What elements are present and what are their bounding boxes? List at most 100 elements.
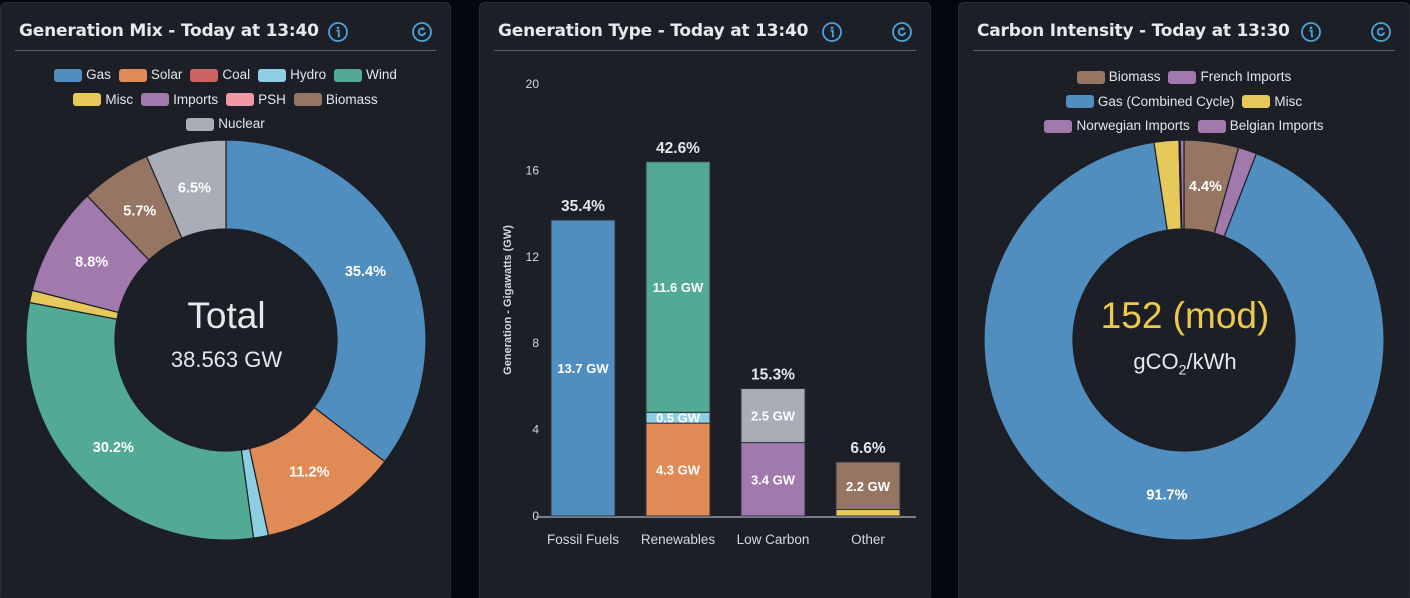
refresh-icon[interactable] bbox=[1370, 21, 1392, 43]
info-icon[interactable] bbox=[327, 21, 349, 43]
legend-label: Belgian Imports bbox=[1229, 118, 1324, 133]
panel-title: Carbon Intensity - Today at 13:30 bbox=[977, 21, 1290, 41]
y-tick-8: 8 bbox=[532, 336, 539, 350]
legend-item-psh[interactable]: PSH bbox=[226, 89, 286, 111]
y-tick-20: 20 bbox=[526, 77, 540, 91]
generation-type-bar-chart: 0 4 8 12 16 20 Generation - Gigawatts (GW) 13.7… bbox=[502, 77, 916, 547]
legend-item-biomass[interactable]: Biomass bbox=[1076, 66, 1161, 88]
info-icon[interactable] bbox=[1300, 21, 1322, 43]
generation-type-panel: Generation Type - Today at 13:40 0 4 8 12 16… bbox=[479, 2, 931, 598]
legend-label: Gas (Combined Cycle) bbox=[1097, 93, 1235, 109]
unit-suffix: /kWh bbox=[1186, 349, 1237, 374]
donut-slice-gas-combined-cycle[interactable] bbox=[983, 141, 1385, 541]
slice-label-solar: 11.2% bbox=[289, 464, 329, 480]
donut-slice-wind[interactable] bbox=[25, 301, 255, 541]
slice-label-biomass: 4.4% bbox=[1189, 179, 1222, 195]
panel-title: Generation Mix - Today at 13:40 bbox=[19, 21, 319, 41]
legend-label: Norwegian Imports bbox=[1076, 118, 1190, 133]
carbon-intensity-number: 152 (mod) bbox=[1100, 295, 1270, 336]
legend-label: Imports bbox=[173, 91, 219, 107]
legend-swatch bbox=[258, 68, 287, 82]
legend-row: Norwegian Imports Belgian Imports bbox=[959, 115, 1409, 140]
bar-total-pct-renewables: 42.6% bbox=[656, 140, 700, 157]
slice-label-gas-combined-cycle: 91.7% bbox=[1146, 488, 1187, 504]
y-tick-4: 4 bbox=[532, 423, 539, 437]
legend-item-belgian-imports[interactable]: Belgian Imports bbox=[1197, 115, 1324, 137]
bar-total-pct-fossil-fuels: 35.4% bbox=[561, 198, 605, 215]
slice-label-wind: 30.2% bbox=[93, 440, 134, 456]
carbon-intensity-panel: Carbon Intensity - Today at 13:30 Biomas… bbox=[958, 2, 1410, 598]
carbon-intensity-value: 152 (mod) bbox=[959, 295, 1410, 337]
unit-prefix: gCO bbox=[1133, 349, 1179, 374]
legend-row: Biomass French Imports bbox=[959, 66, 1409, 91]
info-icon[interactable] bbox=[821, 21, 843, 43]
donut-slice-belgian-imports[interactable] bbox=[1179, 139, 1185, 230]
y-tick-16: 16 bbox=[526, 163, 540, 177]
bar-segment-low-carbon-nuclear[interactable] bbox=[740, 388, 806, 444]
legend-row: Gas (Combined Cycle) Misc bbox=[959, 91, 1409, 116]
legend-swatch bbox=[118, 68, 147, 82]
legend-label: Biomass bbox=[1108, 69, 1161, 84]
chart-legend: Biomass French Imports Gas (Combined Cycle… bbox=[959, 66, 1409, 140]
legend-item-hydro[interactable]: Hydro bbox=[258, 64, 326, 86]
legend-item-solar[interactable]: Solar bbox=[118, 64, 182, 86]
legend-swatch bbox=[1065, 95, 1094, 108]
bar-segment-renewables-wind[interactable] bbox=[645, 161, 711, 413]
generation-mix-donut: 35.4% 11.2% 30.2% 8.8% 5.7% 6.5% bbox=[25, 139, 427, 541]
bar-value-label: 3.4 GW bbox=[751, 472, 796, 487]
legend-label: Coal bbox=[222, 67, 251, 82]
donut-slice-nuclear[interactable] bbox=[145, 139, 227, 239]
legend-item-imports[interactable]: Imports bbox=[141, 89, 218, 111]
bar-value-label: 13.7 GW bbox=[557, 361, 609, 376]
legend-swatch bbox=[1242, 95, 1271, 108]
legend-swatch bbox=[186, 117, 215, 131]
legend-label: Gas bbox=[86, 67, 111, 82]
bar-value-label: 2.5 GW bbox=[751, 409, 796, 424]
legend-label: PSH bbox=[258, 91, 286, 107]
bar-value-label: 4.3 GW bbox=[656, 463, 701, 478]
legend-item-gas-combined-cycle[interactable]: Gas (Combined Cycle) bbox=[1065, 91, 1235, 113]
legend-item-coal[interactable]: Coal bbox=[190, 64, 250, 86]
bar-total-pct-other: 6.6% bbox=[850, 440, 886, 457]
legend-label: Hydro bbox=[290, 67, 327, 82]
legend-item-wind[interactable]: Wind bbox=[334, 64, 397, 86]
x-tick-low-carbon: Low Carbon bbox=[737, 532, 810, 547]
y-axis-label: Generation - Gigawatts (GW) bbox=[502, 225, 514, 375]
bar-segment-fossil-fuels-gas[interactable] bbox=[550, 219, 616, 517]
legend-label: Misc bbox=[1274, 93, 1303, 109]
bar-segment-low-carbon-imports[interactable] bbox=[740, 442, 806, 517]
legend-swatch bbox=[54, 68, 83, 82]
refresh-icon[interactable] bbox=[411, 21, 433, 43]
x-tick-renewables: Renewables bbox=[641, 532, 716, 547]
legend-label: Wind bbox=[366, 67, 397, 82]
donut-center-title: Total bbox=[187, 295, 266, 336]
legend-item-gas[interactable]: Gas bbox=[54, 64, 111, 86]
legend-swatch bbox=[1197, 119, 1226, 133]
bar-segment-other-biomass[interactable] bbox=[835, 461, 901, 511]
legend-swatch bbox=[73, 93, 102, 106]
legend-item-norwegian-imports[interactable]: Norwegian Imports bbox=[1044, 115, 1190, 137]
legend-item-biomass[interactable]: Biomass bbox=[293, 89, 378, 111]
legend-item-french-imports[interactable]: French Imports bbox=[1168, 66, 1291, 88]
panel-header: Generation Type - Today at 13:40 bbox=[494, 17, 916, 51]
unit-subscript: 2 bbox=[1178, 361, 1187, 378]
refresh-icon[interactable] bbox=[891, 21, 913, 43]
bar-segment-renewables-solar[interactable] bbox=[645, 422, 711, 517]
legend-item-misc[interactable]: Misc bbox=[73, 89, 133, 111]
legend-swatch bbox=[293, 93, 322, 106]
legend-item-nuclear[interactable]: Nuclear bbox=[186, 113, 265, 135]
bar-value-label: 11.6 GW bbox=[653, 280, 704, 295]
chart-legend: Gas Solar Coal Hydro Wind Misc Imports PSH Bioma… bbox=[1, 64, 450, 138]
legend-label: Nuclear bbox=[218, 116, 265, 131]
bar-total-pct-low-carbon: 15.3% bbox=[751, 367, 795, 384]
bar-value-label: 2.2 GW bbox=[846, 479, 891, 494]
donut-slice-gas[interactable] bbox=[225, 139, 427, 463]
panel-title: Generation Type - Today at 13:40 bbox=[498, 21, 809, 41]
legend-item-misc[interactable]: Misc bbox=[1242, 91, 1302, 113]
bar-segment-other-misc[interactable] bbox=[835, 509, 901, 517]
slice-label-nuclear: 6.5% bbox=[178, 181, 211, 197]
legend-row: Nuclear bbox=[1, 113, 450, 138]
legend-label: Misc bbox=[105, 91, 134, 107]
donut-center-value: 38.563 GW bbox=[170, 347, 283, 372]
bar-value-label: 0.5 GW bbox=[656, 411, 701, 426]
